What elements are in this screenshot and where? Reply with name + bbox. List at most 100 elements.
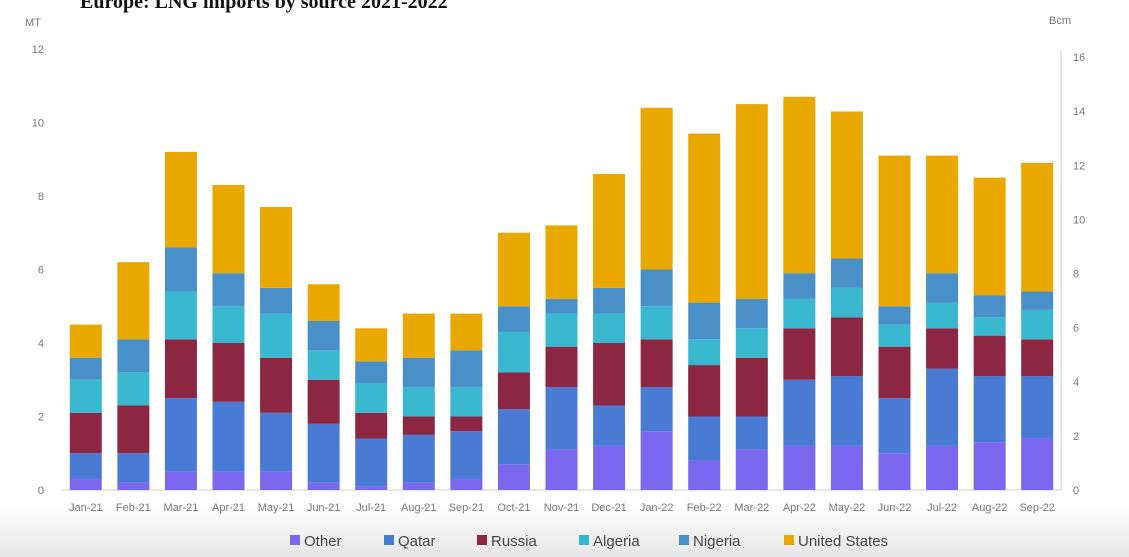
x-tick-label: Nov-21 bbox=[544, 502, 579, 514]
bar-segment-nigeria bbox=[164, 247, 197, 292]
bar-segment-united-states bbox=[783, 96, 816, 274]
bar-segment-russia bbox=[735, 357, 768, 417]
bar-segment-russia bbox=[260, 357, 293, 413]
bar-segment-russia bbox=[830, 317, 863, 377]
bar-segment-russia bbox=[497, 372, 530, 410]
bar-segment-united-states bbox=[973, 177, 1006, 296]
bar-segment-nigeria bbox=[973, 295, 1006, 318]
bar-segment-algeria bbox=[402, 387, 435, 417]
bar-segment-russia bbox=[926, 328, 959, 369]
bar-segment-other bbox=[593, 445, 626, 490]
y-tick-label-right: 4 bbox=[1073, 377, 1079, 389]
bar-segment-qatar bbox=[212, 401, 245, 472]
x-tick-label: Apr-22 bbox=[783, 502, 816, 514]
bar-segment-russia bbox=[212, 343, 245, 402]
bar-segment-russia bbox=[973, 335, 1006, 377]
bar-segment-qatar bbox=[164, 398, 197, 472]
bar-segment-algeria bbox=[640, 306, 673, 340]
y-tick-label-right: 12 bbox=[1073, 160, 1085, 172]
bar-segment-nigeria bbox=[926, 273, 959, 303]
bar-segment-other bbox=[212, 471, 245, 491]
bar-segment-united-states bbox=[688, 133, 721, 303]
bar-segment-russia bbox=[355, 412, 388, 439]
bar-segment-algeria bbox=[260, 313, 293, 358]
bar-segment-qatar bbox=[450, 431, 483, 479]
bar-segment-algeria bbox=[926, 302, 959, 329]
bar-segment-other bbox=[355, 486, 388, 490]
x-tick-label: Dec-21 bbox=[591, 502, 626, 514]
y-tick-label-left: 10 bbox=[32, 118, 44, 130]
bar-segment-other bbox=[450, 478, 483, 490]
bar-segment-algeria bbox=[69, 379, 102, 413]
x-tick-label: Jul-22 bbox=[927, 502, 957, 514]
bar-segment-united-states bbox=[545, 225, 578, 299]
bar-segment-qatar bbox=[260, 412, 293, 472]
bar-segment-qatar bbox=[878, 398, 911, 454]
y-tick-label-right: 14 bbox=[1073, 106, 1085, 118]
bar-segment-other bbox=[545, 449, 578, 490]
bar-segment-nigeria bbox=[212, 273, 245, 307]
bar-segment-other bbox=[307, 482, 340, 490]
y-tick-label-left: 12 bbox=[32, 44, 44, 56]
bar-segment-other bbox=[402, 482, 435, 490]
bar-segment-algeria bbox=[307, 350, 340, 380]
legend-label: United States bbox=[798, 533, 888, 550]
bar-segment-other bbox=[69, 478, 102, 490]
x-tick-label: Sep-21 bbox=[449, 502, 484, 514]
bar-segment-united-states bbox=[117, 262, 150, 340]
bar-segment-algeria bbox=[545, 313, 578, 347]
bar-segment-united-states bbox=[260, 207, 293, 288]
bar-segment-qatar bbox=[545, 387, 578, 450]
bar-segment-algeria bbox=[688, 339, 721, 366]
bar-segment-algeria bbox=[212, 306, 245, 343]
x-tick-label: Sep-22 bbox=[1019, 502, 1054, 514]
legend-swatch bbox=[679, 535, 689, 545]
bar-segment-russia bbox=[1021, 339, 1054, 377]
bar-segment-qatar bbox=[783, 379, 816, 446]
legend-swatch bbox=[384, 535, 394, 545]
bar-segment-nigeria bbox=[783, 273, 816, 299]
bar-segment-nigeria bbox=[402, 357, 435, 388]
bar-segment-qatar bbox=[117, 453, 150, 483]
bar-segment-united-states bbox=[735, 104, 768, 299]
y-axis-ticks-left: 0 2 4 6 8 10 12 bbox=[32, 44, 44, 497]
bar-segment-russia bbox=[307, 379, 340, 424]
bar-segment-nigeria bbox=[497, 306, 530, 332]
bar-segment-united-states bbox=[830, 111, 863, 259]
bar-segment-nigeria bbox=[1021, 291, 1054, 310]
bar-segment-qatar bbox=[640, 387, 673, 432]
y-tick-label-left: 6 bbox=[38, 265, 44, 277]
bar-segment-nigeria bbox=[878, 306, 911, 325]
x-tick-label: Feb-22 bbox=[687, 502, 722, 514]
x-tick-label: Feb-21 bbox=[116, 502, 151, 514]
bar-segment-united-states bbox=[402, 313, 435, 358]
x-tick-label: Aug-22 bbox=[972, 502, 1007, 514]
legend-label: Other bbox=[304, 533, 342, 550]
bar-segment-russia bbox=[783, 328, 816, 380]
bar-segment-other bbox=[1021, 438, 1054, 490]
legend-swatch bbox=[579, 535, 589, 545]
bar-segment-russia bbox=[402, 416, 435, 435]
bar-segment-nigeria bbox=[640, 269, 673, 307]
bar-segment-united-states bbox=[69, 324, 102, 358]
bar-segment-qatar bbox=[69, 453, 102, 479]
bar-segment-nigeria bbox=[593, 287, 626, 314]
bar-segment-russia bbox=[164, 339, 197, 399]
bar-segment-nigeria bbox=[355, 361, 388, 384]
bar-segment-algeria bbox=[878, 324, 911, 347]
x-tick-label: Oct-21 bbox=[497, 502, 530, 514]
bar-segment-united-states bbox=[164, 151, 197, 248]
legend-background bbox=[0, 505, 1129, 557]
y-tick-label-right: 10 bbox=[1073, 214, 1085, 226]
bar-segment-united-states bbox=[212, 184, 245, 274]
bar-segment-russia bbox=[450, 416, 483, 432]
bar-segment-russia bbox=[117, 405, 150, 454]
bar-segment-russia bbox=[593, 343, 626, 406]
bar-segment-qatar bbox=[688, 416, 721, 461]
y-tick-label-right: 6 bbox=[1073, 323, 1079, 335]
bar-segment-qatar bbox=[1021, 376, 1054, 439]
bar-segment-russia bbox=[545, 346, 578, 388]
bar-segment-algeria bbox=[783, 298, 816, 329]
legend: Other Qatar Russia Algeria Nigeria United Sta… bbox=[290, 533, 888, 550]
bar-segment-other bbox=[260, 471, 293, 491]
